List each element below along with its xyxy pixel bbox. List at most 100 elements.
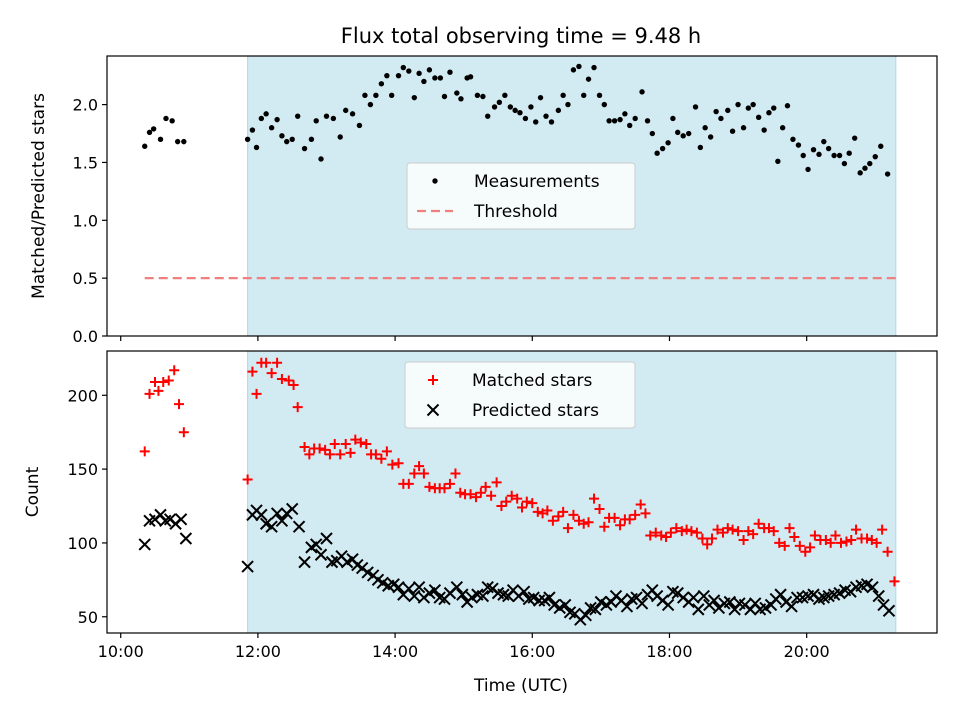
matched-star-marker-8: [178, 427, 189, 438]
matched-star-marker-55: [480, 481, 491, 492]
measurement-point-103: [755, 114, 762, 121]
matched-star-marker-103: [727, 524, 738, 535]
matched-star-marker-86: [640, 508, 651, 519]
measurement-point-44: [441, 93, 448, 100]
measurement-point-111: [795, 142, 802, 148]
legend-label: Threshold: [473, 202, 558, 222]
measurement-point-11: [258, 115, 265, 122]
measurement-point-17: [289, 136, 295, 143]
chart-title: Flux total observing time = 9.48 h: [341, 24, 701, 48]
matched-star-marker-115: [789, 532, 800, 543]
matched-star-marker-64: [527, 498, 538, 509]
matched-star-marker-17: [283, 375, 294, 386]
matched-star-marker-67: [542, 505, 553, 516]
matched-star-marker-31: [355, 437, 366, 448]
measurement-point-40: [421, 78, 427, 85]
measurement-point-80: [632, 115, 638, 122]
matched-star-marker-131: [871, 537, 882, 548]
x-axis-label: Time (UTC): [473, 676, 568, 696]
predicted-star-marker-85: [635, 597, 649, 610]
measurement-point-19: [301, 145, 308, 152]
matched-star-marker-15: [272, 357, 283, 368]
measurement-point-93: [702, 125, 708, 131]
predicted-star-marker-76: [589, 603, 602, 616]
measurement-point-107: [775, 158, 781, 164]
predicted-star-marker-129: [866, 581, 879, 594]
matched-star-marker-113: [779, 540, 790, 551]
matched-star-marker-5: [163, 375, 174, 386]
predicted-star-marker-90: [661, 598, 675, 612]
measurement-point-84: [654, 150, 660, 156]
measurement-point-7: [181, 138, 187, 145]
measurement-point-118: [831, 152, 837, 159]
matched-star-marker-26: [329, 439, 340, 450]
measurement-point-72: [591, 64, 597, 71]
matched-star-marker-99: [707, 533, 718, 544]
predicted-star-marker-40: [402, 582, 416, 595]
measurement-point-30: [367, 101, 374, 108]
measurement-point-42: [432, 75, 438, 81]
matched-star-marker-59: [501, 496, 512, 507]
measurement-point-75: [606, 118, 612, 124]
matched-star-marker-25: [324, 449, 335, 460]
measurement-point-77: [617, 116, 623, 123]
legend-label: Predicted stars: [472, 401, 599, 421]
predicted-star-marker-95: [687, 591, 700, 604]
measurement-point-96: [718, 115, 724, 122]
measurement-point-18: [294, 113, 301, 119]
matched-star-marker-4: [158, 377, 169, 388]
matched-star-marker-62: [517, 502, 527, 513]
measurement-point-50: [474, 92, 481, 99]
predicted-star-marker-130: [872, 589, 885, 603]
predicted-star-marker-99: [707, 594, 721, 607]
measurement-point-122: [851, 135, 858, 141]
measurement-point-21: [313, 118, 319, 124]
legend-marker-matched: [428, 375, 438, 385]
matched-star-marker-27: [335, 449, 346, 460]
measurement-point-45: [447, 69, 453, 75]
matched-star-marker-112: [774, 537, 785, 548]
measurement-point-116: [821, 138, 827, 145]
measurement-point-105: [766, 109, 772, 116]
predicted-star-marker-42: [412, 581, 426, 594]
predicted-star-marker-96: [692, 603, 705, 616]
measurement-point-5: [169, 118, 175, 124]
predicted-star-marker-22: [310, 538, 323, 551]
matched-star-marker-92: [671, 523, 682, 534]
measurement-point-106: [771, 105, 777, 111]
matched-star-marker-75: [583, 517, 594, 528]
measurement-point-125: [867, 160, 873, 167]
matched-star-marker-76: [589, 493, 600, 504]
matched-star-marker-69: [553, 511, 564, 522]
matched-star-marker-114: [784, 523, 795, 534]
measurement-point-41: [426, 67, 433, 73]
panel-1-y-tick-label: 2.0: [73, 96, 98, 115]
measurement-point-73: [596, 92, 603, 99]
x-tick-label: 16:00: [509, 642, 555, 661]
measurement-point-46: [454, 90, 460, 96]
series-predicted-stars: [138, 502, 896, 626]
panel-2-y-tick-label: 100: [67, 534, 98, 553]
matched-star-marker-16: [276, 374, 287, 385]
matched-star-marker-85: [635, 499, 646, 510]
predicted-star-marker-9: [241, 560, 254, 573]
measurement-point-8: [244, 136, 251, 143]
matched-star-marker-34: [370, 449, 381, 460]
measurement-point-37: [406, 68, 412, 74]
measurement-point-58: [517, 109, 523, 116]
matched-star-marker-84: [630, 509, 641, 520]
predicted-star-marker-102: [723, 595, 737, 609]
measurement-point-89: [680, 133, 686, 139]
matched-star-marker-23: [314, 443, 325, 454]
matched-star-marker-101: [717, 527, 728, 538]
matched-star-marker-32: [361, 439, 372, 450]
panels-group: 0.0 0.5 1.0 1.5 2.0 Matched/Predicted stars Me…: [23, 55, 938, 661]
predicted-star-marker-45: [428, 583, 442, 597]
measurement-point-23: [323, 113, 330, 119]
predicted-star-marker-115: [790, 591, 804, 604]
measurement-point-117: [825, 145, 832, 152]
measurement-point-55: [502, 92, 508, 99]
matched-star-marker-0: [139, 446, 150, 457]
measurement-point-26: [343, 107, 349, 114]
